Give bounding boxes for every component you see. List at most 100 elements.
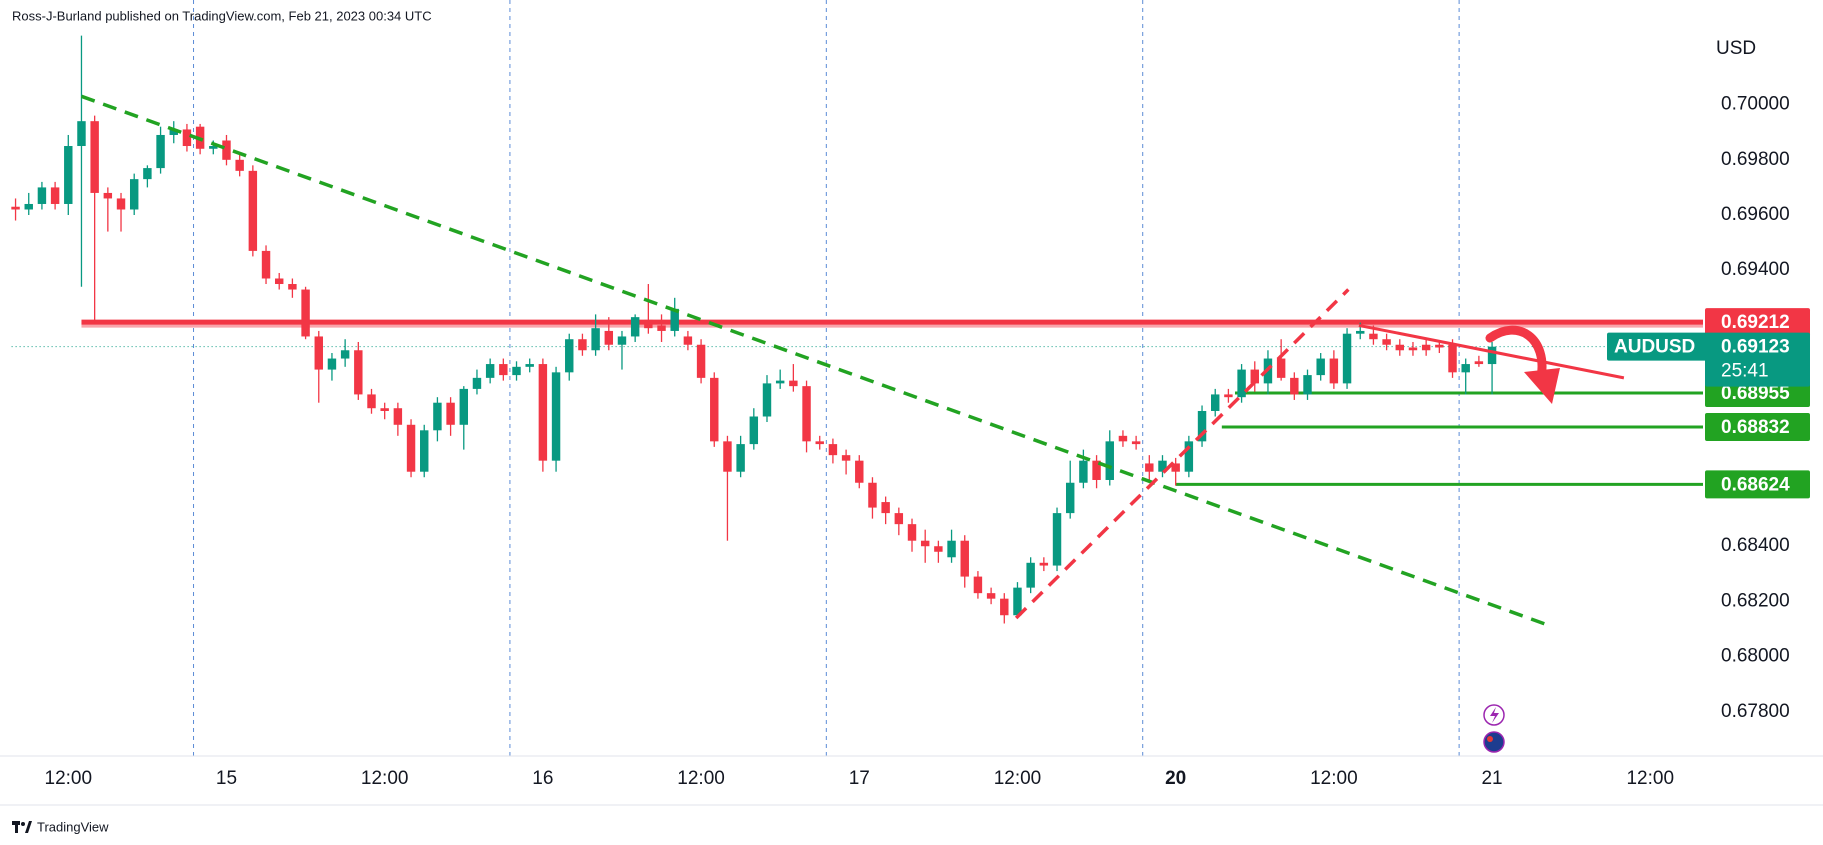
candle-body: [1197, 410, 1207, 442]
candle-body: [657, 325, 666, 331]
flag-icon[interactable]: [1483, 731, 1505, 753]
y-tick-label: 0.68200: [1721, 590, 1790, 611]
candle-body: [749, 416, 759, 445]
candle-body: [1237, 369, 1246, 398]
candle-body: [314, 336, 323, 370]
candle-body: [683, 336, 693, 345]
candle-body: [1079, 460, 1088, 483]
x-tick-label: 12:00: [361, 768, 409, 789]
candle-body: [604, 330, 614, 345]
last-price-box: [1705, 332, 1810, 387]
candle-body: [986, 593, 996, 599]
candle-body: [367, 394, 376, 409]
candle-body: [261, 250, 271, 279]
candle-body: [973, 576, 983, 594]
candle-body: [1026, 562, 1035, 588]
candle-body: [1184, 441, 1194, 472]
candle-body: [103, 192, 113, 199]
candle-body: [222, 140, 231, 160]
candle-body: [248, 170, 258, 251]
candle-body: [578, 339, 587, 351]
candle-body: [1105, 441, 1114, 480]
candle-body: [841, 455, 851, 461]
y-tick-label: 0.69600: [1721, 204, 1790, 225]
candle-body: [64, 146, 73, 204]
candle-body: [1329, 358, 1339, 384]
trend-line: [1358, 323, 1625, 380]
candle-body: [446, 402, 455, 425]
x-tick-label: 12:00: [1626, 768, 1674, 789]
candle-body: [934, 546, 943, 552]
x-tick-label: 20: [1165, 768, 1186, 789]
candle-body: [1250, 369, 1259, 384]
candle-body: [538, 364, 548, 461]
candle-body: [1290, 377, 1299, 395]
symbol-label: AUDUSD: [1614, 337, 1695, 358]
candle-body: [1474, 361, 1484, 365]
candle-body: [1118, 435, 1128, 442]
candle-body: [169, 129, 178, 135]
candle-body: [209, 146, 218, 149]
x-tick-label: 15: [216, 768, 237, 789]
axis-unit: USD: [1716, 38, 1756, 59]
candle-body: [828, 444, 838, 456]
candle-body: [420, 430, 429, 472]
candle-body: [459, 388, 469, 425]
candle-body: [1382, 339, 1391, 345]
candle-body: [77, 121, 86, 147]
y-tick-label: 0.68000: [1721, 646, 1790, 667]
candle-body: [1065, 482, 1075, 514]
candle-body: [1158, 460, 1167, 472]
arrow-curve: [1485, 325, 1547, 383]
plot-area: [11, 0, 1703, 756]
trend-line: [80, 94, 1552, 628]
candle-body: [736, 444, 745, 472]
candle-body: [156, 134, 165, 169]
trend-line: [1014, 288, 1350, 620]
x-tick-label: 17: [849, 768, 870, 789]
candle-body: [406, 424, 416, 472]
candle-body: [1131, 441, 1141, 445]
candle-body: [617, 336, 627, 345]
candle-body: [855, 460, 864, 483]
candle-body: [868, 482, 877, 508]
event-icon-bolt: [1490, 707, 1499, 723]
candle-body: [696, 344, 706, 378]
candle-body: [920, 540, 930, 547]
candle-body: [1487, 346, 1497, 365]
candle-body: [775, 380, 785, 384]
candle-body: [894, 513, 904, 525]
x-tick-label: 16: [532, 768, 553, 789]
candle-body: [789, 380, 798, 387]
candle-body: [960, 540, 969, 577]
candle-body: [1039, 562, 1049, 566]
level-price-label: 0.68955: [1721, 383, 1790, 404]
candle-body: [1092, 460, 1101, 480]
footer-brand: TradingView: [37, 819, 109, 834]
candle-body: [881, 502, 890, 514]
candle-body: [129, 179, 139, 210]
x-tick-label: 21: [1481, 768, 1502, 789]
candle-body: [11, 206, 20, 210]
candle-body: [1356, 330, 1365, 334]
candle-body: [1316, 358, 1325, 376]
candle-body: [947, 540, 956, 558]
candle-body: [525, 364, 534, 367]
candle-body: [1224, 394, 1233, 398]
candle-body: [1276, 358, 1286, 378]
candle-body: [50, 187, 60, 204]
candle-body: [90, 121, 99, 193]
candle-body: [1013, 587, 1022, 616]
y-tick-label: 0.69800: [1721, 149, 1790, 170]
footer-logo: [12, 821, 32, 833]
level-price-box: [1705, 308, 1810, 337]
candle-body: [1448, 344, 1457, 373]
candle-body: [723, 441, 732, 472]
level-price-label: 0.69212: [1721, 312, 1790, 333]
candle-body: [907, 524, 917, 541]
candle-body: [1211, 394, 1220, 411]
candle-body: [485, 364, 495, 378]
candle-body: [433, 402, 442, 431]
